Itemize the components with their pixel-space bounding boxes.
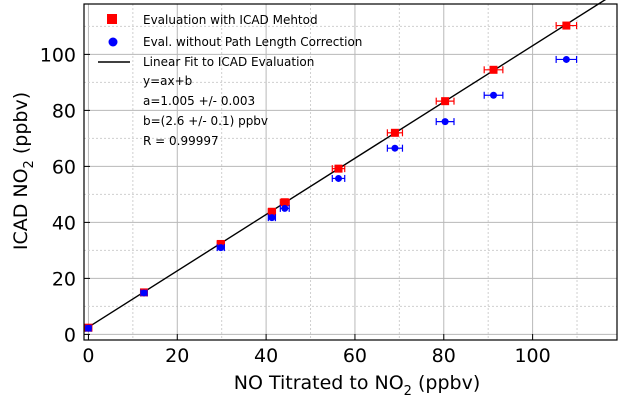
- y-axis-title-sub: 2: [22, 160, 37, 168]
- data-point-nocorr: [281, 204, 289, 212]
- data-point-icad: [441, 97, 450, 106]
- fit-layer: [83, 0, 607, 331]
- y-tick-label: 80: [52, 100, 76, 122]
- data-point-nocorr: [391, 144, 399, 152]
- legend-marker-icad: [107, 14, 117, 24]
- plot-frame: [83, 3, 618, 341]
- legend: Evaluation with ICAD Mehtod Eval. withou…: [98, 13, 362, 148]
- fit-correlation: R = 0.99997: [143, 134, 219, 148]
- data-point-nocorr: [268, 214, 276, 222]
- data-point-icad: [489, 65, 498, 74]
- data-point-nocorr: [84, 324, 92, 332]
- x-tick-label: 80: [432, 345, 456, 367]
- data-point-icad: [390, 128, 399, 137]
- y-axis-title: ICAD NO2 (ppbv): [10, 92, 37, 250]
- x-axis-title: NO Titrated to NO2 (ppbv): [234, 372, 481, 399]
- y-tick-label: 0: [64, 324, 76, 346]
- y-axis-title-main: ICAD NO: [10, 168, 32, 250]
- data-point-nocorr: [441, 118, 449, 126]
- data-point-nocorr: [217, 244, 225, 252]
- legend-label-nocorr: Eval. without Path Length Correction: [143, 35, 362, 49]
- y-axis-title-tail: (ppbv): [10, 92, 32, 160]
- data-point-icad: [334, 164, 343, 173]
- data-point-nocorr: [490, 91, 498, 99]
- fit-slope: a=1.005 +/- 0.003: [143, 94, 255, 108]
- legend-marker-nocorr: [108, 37, 118, 47]
- data-point-icad: [267, 207, 276, 216]
- x-tick-label: 60: [343, 345, 367, 367]
- points-layer: [84, 21, 578, 332]
- fit-intercept: b=(2.6 +/- 0.1) ppbv: [143, 114, 268, 128]
- x-tick-label: 100: [514, 345, 550, 367]
- x-axis-title-main: NO Titrated to NO: [234, 372, 404, 394]
- y-tick-label: 60: [52, 156, 76, 178]
- data-point-icad: [280, 198, 289, 207]
- y-tick-label: 20: [52, 268, 76, 290]
- data-point-icad: [562, 21, 571, 30]
- data-point-nocorr: [140, 289, 148, 297]
- x-tick-label: 40: [254, 345, 278, 367]
- legend-label-icad: Evaluation with ICAD Mehtod: [143, 13, 318, 27]
- y-tick-label: 100: [40, 44, 76, 66]
- data-point-nocorr: [562, 55, 570, 63]
- ticks: 0 20 40 60 80 100 0 20 40 60 80 100: [40, 44, 551, 367]
- x-tick-label: 20: [165, 345, 189, 367]
- x-axis-title-tail: (ppbv): [412, 372, 480, 394]
- grid: [84, 4, 617, 340]
- data-point-nocorr: [335, 174, 343, 182]
- data-point-icad: [216, 239, 225, 248]
- legend-label-fit: Linear Fit to ICAD Evaluation: [143, 55, 314, 69]
- x-tick-label: 0: [82, 345, 94, 367]
- fit-equation: y=ax+b: [143, 74, 192, 88]
- y-tick-label: 40: [52, 212, 76, 234]
- fit-line: [83, 0, 607, 331]
- x-axis-title-sub: 2: [404, 384, 412, 399]
